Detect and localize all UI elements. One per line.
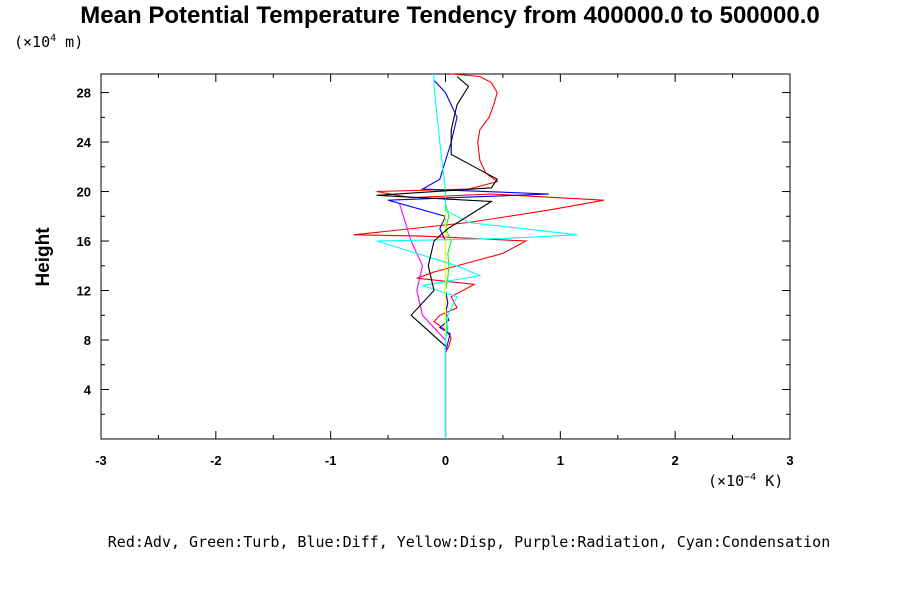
y-tick-label: 20 — [77, 185, 91, 200]
series-line-adv — [353, 73, 605, 439]
x-unit-exponent: −4 — [744, 472, 757, 483]
series-line-condensation — [376, 74, 578, 439]
x-tick-label: 0 — [442, 453, 449, 468]
y-unit-prefix: (×10 — [14, 33, 51, 51]
series-line-turb — [444, 191, 452, 439]
x-tick-label: -2 — [210, 453, 222, 468]
x-tick-label: -1 — [325, 453, 337, 468]
y-axis-label: Height — [33, 227, 54, 287]
y-tick-label: 12 — [77, 284, 91, 299]
x-unit-prefix: (×10 — [708, 472, 745, 490]
series-line-radiation — [399, 203, 447, 439]
chart-title: Mean Potential Temperature Tendency from… — [80, 2, 820, 29]
x-unit-suffix: K) — [756, 472, 784, 490]
y-unit-exponent: 4 — [50, 33, 57, 44]
x-tick-label: 2 — [672, 453, 679, 468]
y-tick-label: 24 — [77, 135, 92, 150]
x-axis-unit: (×10−4 K) — [708, 472, 783, 490]
y-axis-unit: (×104 m) — [14, 33, 83, 51]
y-tick-label: 16 — [77, 234, 91, 249]
y-tick-label: 8 — [84, 333, 91, 348]
y-unit-suffix: m) — [56, 33, 84, 51]
x-tick-label: 1 — [557, 453, 564, 468]
legend-text: Red:Adv, Green:Turb, Blue:Diff, Yellow:D… — [107, 533, 831, 551]
series-line-diff — [387, 79, 549, 439]
y-tick-label: 4 — [84, 383, 92, 398]
x-tick-label: 3 — [786, 453, 793, 468]
series-line-total — [376, 76, 498, 347]
x-tick-label: -3 — [95, 453, 107, 468]
y-tick-label: 28 — [77, 86, 91, 101]
